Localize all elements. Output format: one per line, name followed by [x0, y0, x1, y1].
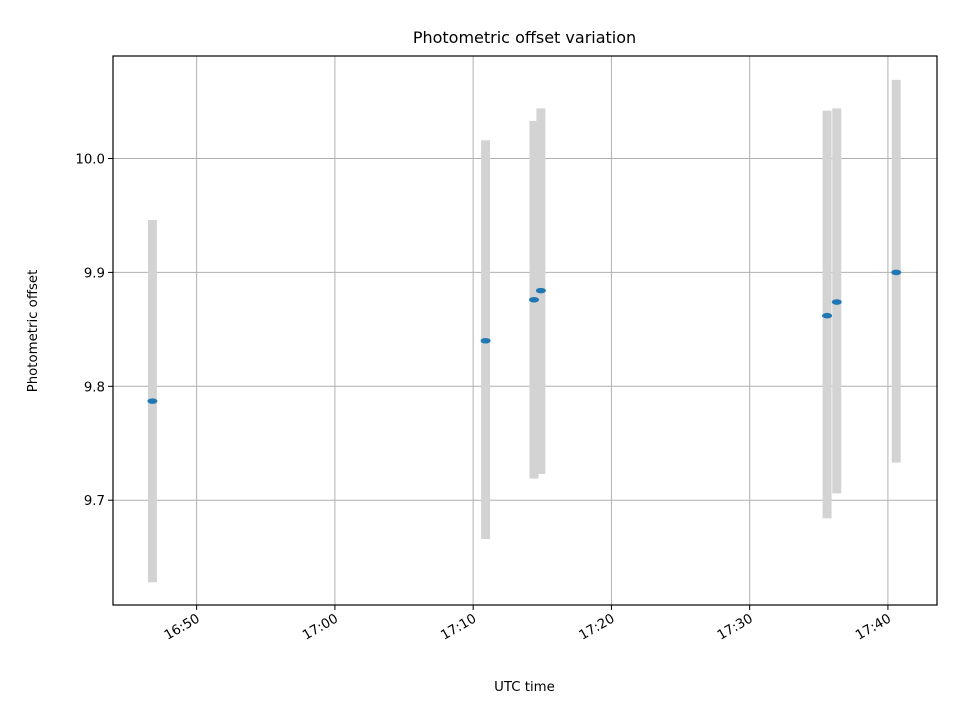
data-point [535, 287, 546, 294]
y-tick-label: 9.9 [84, 266, 105, 281]
y-axis-ticks: 9.7 9.8 9.9 10.0 [75, 153, 113, 509]
data-point [831, 299, 842, 305]
x-tick-label: 17:00 [300, 611, 341, 643]
data-point [528, 296, 539, 303]
y-tick-label: 10.0 [75, 153, 105, 168]
data-point [822, 312, 833, 319]
x-tick-label: 17:30 [715, 611, 756, 643]
data-point [147, 398, 158, 404]
x-tick-label: 17:40 [853, 611, 894, 643]
plot-frame [112, 55, 938, 606]
data-point [891, 269, 902, 276]
y-tick-label: 9.8 [84, 380, 105, 395]
x-tick-label: 16:50 [162, 611, 203, 643]
data-points [147, 269, 902, 404]
x-tick-label: 17:10 [438, 611, 479, 643]
grid [113, 56, 937, 605]
data-point [480, 337, 491, 344]
y-tick-label: 9.7 [84, 494, 105, 509]
x-axis-ticks: 16:50 17:00 17:10 17:20 17:30 17:40 [162, 605, 894, 644]
y-axis-label: Photometric offset [26, 270, 41, 393]
x-tick-label: 17:20 [577, 611, 618, 643]
x-axis-label: UTC time [494, 680, 555, 695]
chart-title: Photometric offset variation [413, 28, 636, 47]
error-bars [147, 79, 901, 583]
